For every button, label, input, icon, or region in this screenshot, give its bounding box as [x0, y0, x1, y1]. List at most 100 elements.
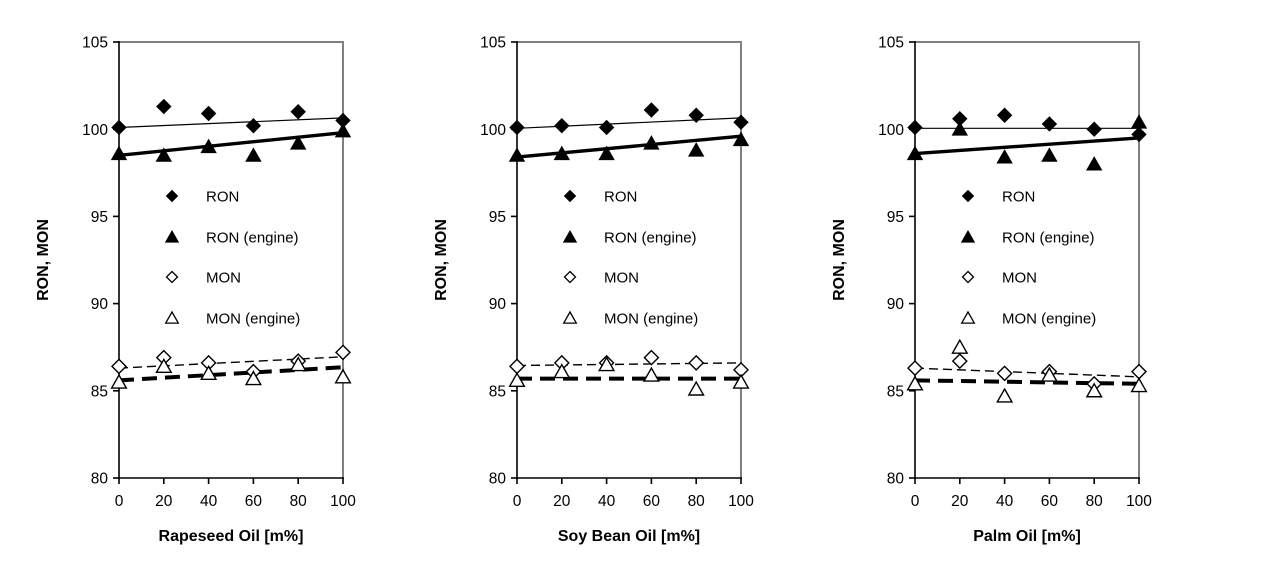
triangle-open-marker: [996, 387, 1014, 403]
triangle-filled-marker: [562, 229, 578, 243]
diamond-filled-marker: [111, 119, 127, 136]
triangle-filled-marker: [289, 135, 307, 150]
diamond-open-marker: [951, 353, 968, 370]
diamond-filled-marker: [688, 107, 704, 123]
diamond-filled-marker: [598, 119, 615, 136]
diamond-open-marker: [563, 270, 577, 284]
triangle-open-marker: [598, 356, 616, 372]
y-axis-title: RON, MON: [35, 219, 52, 301]
legend-label: RON: [206, 188, 239, 205]
trend-line-dashed-thick: [118, 365, 344, 383]
y-tick-label: 105: [878, 35, 904, 52]
triangle-open-marker: [642, 366, 660, 382]
diamond-filled-marker: [907, 119, 923, 136]
diamond-filled-marker: [290, 104, 306, 120]
y-tick-label: 80: [489, 471, 507, 488]
legend-label: MON: [1002, 269, 1037, 286]
y-tick-label: 80: [91, 471, 109, 488]
diamond-filled-marker: [961, 189, 975, 203]
diamond-filled-marker: [996, 107, 1013, 123]
x-tick-label: 20: [951, 493, 969, 510]
triangle-open-marker: [1085, 382, 1103, 398]
diamond-filled-marker: [1041, 116, 1058, 132]
y-tick-label: 80: [887, 471, 905, 488]
diamond-filled-marker: [509, 119, 525, 136]
x-axis-title: Soy Bean Oil [m%]: [558, 528, 700, 545]
triangle-open-marker: [906, 375, 924, 391]
triangle-filled-marker: [155, 147, 173, 162]
triangle-filled-marker: [996, 149, 1013, 164]
trend-line-dashed-thick: [914, 378, 1140, 386]
x-tick-label: 80: [688, 493, 706, 510]
y-tick-label: 90: [489, 296, 507, 313]
chart-svg: 105 100 95 90 85 80 0 20 40 60 80 100 Rapeseed Oil […: [35, 35, 356, 545]
x-tick-label: 60: [1041, 493, 1059, 510]
legend-label: RON: [1002, 188, 1035, 205]
triangle-open-marker: [508, 371, 526, 387]
x-tick-label: 0: [911, 493, 920, 510]
x-tick-label: 20: [553, 493, 571, 510]
triangle-filled-marker: [906, 145, 924, 161]
triangle-open-marker: [244, 370, 262, 386]
triangle-filled-marker: [960, 229, 976, 243]
y-tick-label: 95: [91, 209, 108, 226]
trend-line-solid-thin: [118, 117, 344, 129]
y-tick-label: 105: [82, 35, 108, 52]
legend-label: MON (engine): [604, 310, 698, 327]
triangle-open-marker: [562, 310, 578, 324]
triangle-filled-marker: [732, 131, 750, 147]
trend-line-solid-thick: [118, 130, 344, 158]
x-axis-title: Palm Oil [m%]: [973, 528, 1081, 545]
triangle-filled-marker: [508, 147, 526, 162]
diamond-filled-marker: [554, 118, 570, 134]
diamond-open-marker: [688, 354, 705, 371]
y-tick-label: 90: [91, 296, 109, 313]
triangle-open-marker: [553, 363, 571, 379]
diamond-open-marker: [643, 349, 660, 366]
x-tick-label: 100: [728, 493, 754, 510]
x-tick-label: 60: [643, 493, 661, 510]
diamond-filled-marker: [1131, 126, 1147, 143]
triangle-filled-marker: [245, 147, 262, 162]
y-tick-label: 95: [489, 209, 506, 226]
trend-line-dashed-thin: [118, 356, 344, 369]
triangle-filled-marker: [110, 145, 128, 161]
y-tick-label: 90: [887, 296, 905, 313]
diamond-open-marker: [165, 270, 179, 284]
diamond-filled-marker: [156, 98, 172, 115]
y-tick-label: 85: [91, 383, 108, 400]
trend-line-dashed-thin: [914, 367, 1140, 378]
x-tick-label: 40: [598, 493, 616, 510]
triangle-filled-marker: [951, 121, 969, 136]
triangle-open-marker: [289, 356, 307, 372]
triangle-open-marker: [155, 357, 173, 374]
legend-label: RON (engine): [206, 229, 299, 246]
triangle-open-marker: [951, 338, 969, 354]
trend-line-dashed-thin: [516, 362, 742, 367]
triangle-filled-marker: [1041, 147, 1058, 162]
trend-line-solid-thick: [516, 134, 742, 159]
legend-label: RON (engine): [1002, 229, 1095, 246]
triangle-open-marker: [687, 380, 705, 396]
triangle-filled-marker: [1130, 114, 1148, 129]
triangle-filled-marker: [598, 145, 615, 161]
legend-label: MON: [604, 269, 639, 286]
triangle-filled-marker: [1085, 156, 1103, 171]
triangle-open-marker: [732, 373, 750, 389]
y-tick-label: 100: [878, 122, 904, 139]
y-tick-label: 105: [480, 35, 506, 52]
chart-panel-rapeseed-oil: 105 100 95 90 85 80 0 20 40 60 80 100 Rapeseed Oil […: [0, 0, 398, 575]
y-tick-label: 85: [489, 383, 506, 400]
diamond-open-marker: [907, 360, 923, 377]
diamond-filled-marker: [245, 118, 262, 134]
y-tick-label: 100: [82, 122, 108, 139]
diamond-filled-marker: [200, 105, 217, 122]
x-tick-label: 40: [996, 493, 1014, 510]
chart-panel-soy-bean-oil: 105 100 95 90 85 80 0 20 40 60 80 100 Soy Bean Oil […: [398, 0, 796, 575]
x-tick-label: 100: [330, 493, 356, 510]
y-axis-title: RON, MON: [831, 219, 848, 301]
triangle-open-marker: [960, 310, 976, 324]
x-axis-title: Rapeseed Oil [m%]: [159, 528, 304, 545]
chart-svg: 105 100 95 90 85 80 0 20 40 60 80 100 Palm Oil [m%] R…: [831, 35, 1152, 545]
